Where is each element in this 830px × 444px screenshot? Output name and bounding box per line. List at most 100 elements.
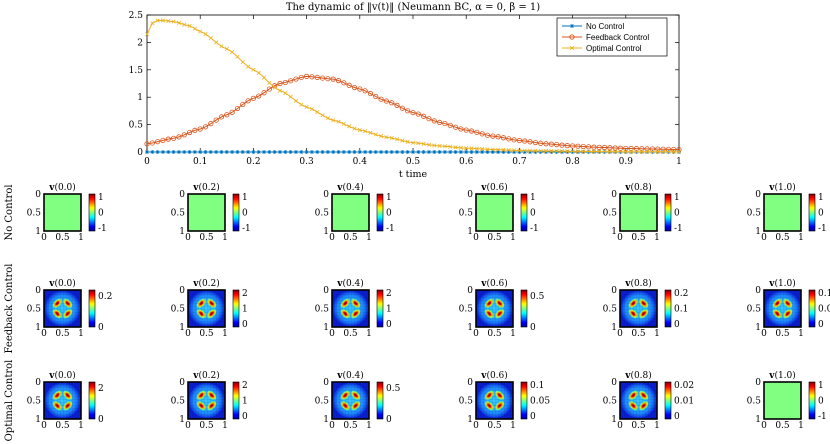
data-point [416,141,421,146]
panel-y-tick: 0.5 [171,397,186,407]
panel-y-tick: 1 [323,227,329,237]
legend: No Control Feedback Control Optimal Contro… [556,17,668,57]
colorbar-tick: 0.05 [818,305,830,315]
panel-title-time: ( [486,370,490,381]
data-point [187,150,192,154]
panel-x-tick: 0.5 [199,329,214,339]
panel-frame [187,289,226,328]
data-point [649,146,656,152]
panel-y-tick: 1 [755,415,761,425]
data-point [452,124,459,130]
data-point [671,149,676,154]
data-point [618,149,623,154]
colorbar-tick: 2 [386,289,392,299]
panel-title-time: ( [774,370,778,381]
panel-title-v: v [624,183,631,193]
y-tick-label: 2 [137,38,143,48]
panel-x-tick: 1 [510,421,516,431]
panel-title: v(0.0) [48,182,76,193]
snapshot-grid: No Control v(0.0)000.50.51110-1v(0.2)000.… [4,182,830,441]
panel-x-tick: 0 [473,421,479,431]
data-point [442,150,447,154]
data-point [495,134,501,140]
panel-x-tick: 0 [473,233,479,243]
panel-y-tick: 1 [179,227,185,237]
data-point [272,85,277,90]
data-point [613,149,618,154]
data-point [176,20,182,25]
panel-title-time: ( [774,278,778,289]
x-tick-label: 0.5 [406,157,421,167]
data-point [544,150,548,154]
data-point [496,147,501,152]
colorbar-tick: -1 [242,224,251,234]
panel-x-tick: 0 [329,421,335,431]
data-point [208,150,213,154]
x-tick-label: 0.2 [246,157,260,167]
panel-y-tick: 1 [755,323,761,333]
x-tick-label: 0.9 [619,157,634,167]
colorbar-tick: 0.1 [818,289,830,299]
data-point [144,32,150,37]
data-point [655,149,660,154]
panel-y-tick: 0 [323,378,329,388]
panel-y-tick: 0.5 [603,397,618,407]
data-point [480,146,485,152]
data-point [485,150,490,154]
panel-x-tick: 1 [798,233,804,243]
data-point [379,150,384,154]
series-layer [144,18,682,154]
data-point [224,112,230,118]
field-mesh [620,382,657,419]
colorbar-tick: -1 [98,224,107,234]
data-point [144,141,150,147]
field [620,382,657,419]
panel-time: 0.4 [346,371,361,381]
panel-time: 0.6 [490,279,505,289]
panel-title-close: ) [504,182,508,193]
data-point [234,105,241,112]
data-point [230,150,235,154]
panel-frame [43,193,82,232]
panel-x-tick: 0 [185,329,191,339]
data-point [570,24,574,28]
data-point [644,146,650,152]
legend-label: No Control [586,22,624,31]
panel-frame [763,381,802,420]
data-point [224,150,229,154]
panel-y-tick: 1 [35,323,41,333]
data-point [277,88,283,93]
panel-y-tick: 1 [35,227,41,237]
data-point [490,133,496,139]
field-uniform [620,194,657,231]
data-point [336,150,341,154]
colorbar-tick: -1 [530,224,539,234]
data-point [309,106,315,112]
panel-title: v(0.8) [624,370,652,381]
panel-y-tick: 0.5 [27,397,42,407]
field-uniform [332,194,369,231]
data-point [463,127,469,133]
data-point [363,150,368,154]
data-point [468,128,475,134]
panel-x-tick: 0 [185,233,191,243]
panel-title-close: ) [360,278,364,289]
data-point [331,118,336,123]
data-point [527,139,533,145]
data-point [261,75,267,80]
data-point [458,150,463,154]
data-point [522,138,528,144]
panel-title-close: ) [792,278,796,289]
colorbar-tick: 0 [530,412,536,422]
data-point [293,98,299,103]
data-point [501,150,506,154]
data-point [569,45,575,51]
data-point [240,150,245,154]
panel-y-tick: 1 [179,323,185,333]
panel-x-tick: 0 [329,233,335,243]
panel-title-v: v [480,371,487,381]
panel-y-tick: 0.5 [459,397,474,407]
